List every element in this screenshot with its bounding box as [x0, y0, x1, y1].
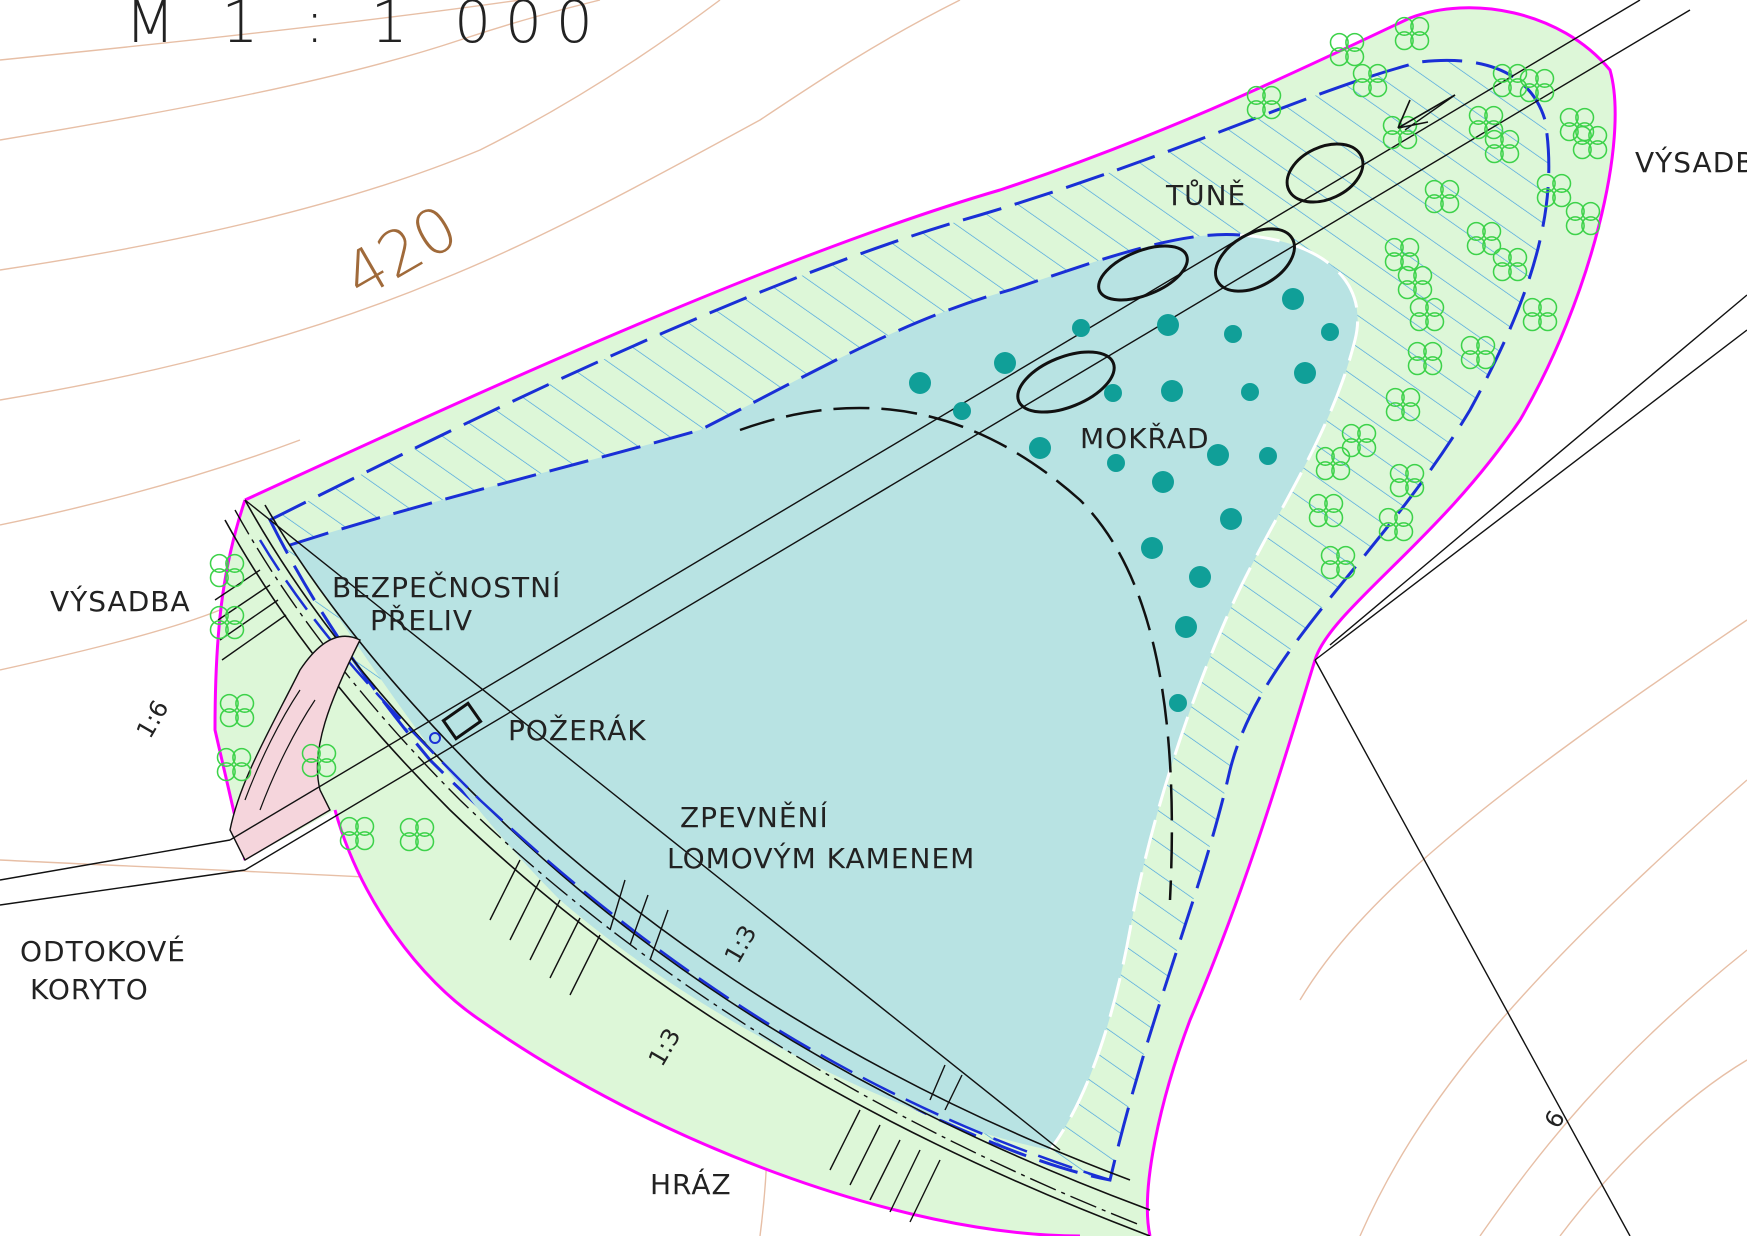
flow-arrow: [1397, 94, 1456, 129]
label-zpevneni: ZPEVNĚNÍ: [680, 800, 829, 834]
pools: [1016, 142, 1365, 414]
label-preliv: PŘELIV: [370, 603, 473, 637]
label-pozerak: POŽERÁK: [508, 713, 647, 747]
monk-outlet: [441, 701, 483, 741]
label-tune: TŮNĚ: [1165, 178, 1246, 212]
contour-label-right: 6: [1539, 1106, 1571, 1133]
label-vysadba-right: VÝSADBA: [1635, 145, 1747, 179]
label-odtokove: ODTOKOVÉ: [20, 934, 186, 968]
wetland-plants: [909, 288, 1339, 712]
wetland-boundary: [739, 406, 1174, 901]
label-lomovym: LOMOVÝM KAMENEM: [667, 841, 975, 875]
label-hraz: HRÁZ: [650, 1167, 732, 1201]
scale-text: M 1 : 1 000: [125, 0, 607, 56]
label-koryto: KORYTO: [30, 973, 149, 1006]
water-surface: [290, 234, 1358, 1150]
slope-label-1-6: 1:6: [131, 696, 175, 743]
contour-label: 420: [331, 191, 470, 313]
label-vysadba-left: VÝSADBA: [50, 584, 191, 618]
property-boundary: [213, 6, 1617, 1236]
label-mokrad: MOKŘAD: [1080, 421, 1210, 455]
label-bezpecnostni: BEZPEČNOSTNÍ: [332, 570, 561, 604]
